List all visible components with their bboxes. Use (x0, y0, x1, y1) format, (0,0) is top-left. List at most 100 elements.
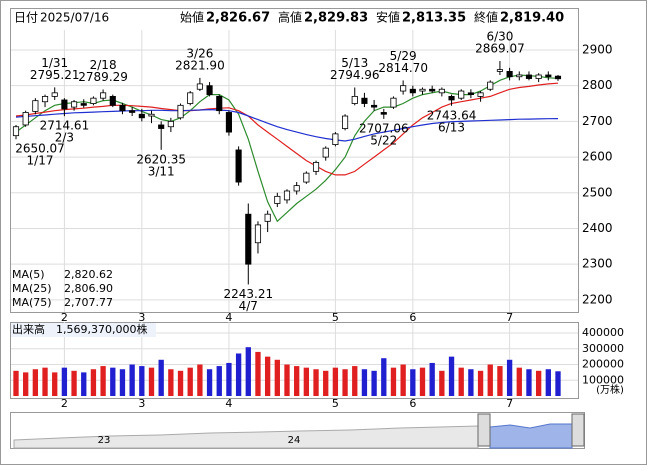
navigator-handle[interactable] (477, 413, 491, 447)
volume-title: 出来高 (12, 322, 45, 336)
header-text: 安値 (376, 10, 400, 25)
candle-body (41, 95, 49, 103)
header-text: 2025/07/16 (40, 11, 109, 25)
candle-body (177, 104, 184, 119)
volume-bar (390, 367, 397, 396)
candle-body (148, 113, 155, 117)
candle-body (303, 172, 310, 183)
candle-body (245, 213, 252, 265)
candle-body (448, 95, 455, 101)
annotation-date: 2/3 (55, 131, 74, 145)
candle-body (467, 92, 474, 96)
legend-value: 2,707.77 (64, 296, 113, 309)
navigator-year: 24 (288, 435, 301, 446)
annotation-price: 2794.96 (330, 68, 380, 82)
volume-bar (545, 369, 551, 396)
header-text: 2,826.67 (206, 11, 270, 26)
candle-body (196, 83, 203, 90)
legend-name: MA(5) (12, 268, 45, 281)
candle-body (332, 133, 339, 145)
volume-latest: 1,569,370,000株 (56, 322, 147, 336)
annotation-date: 4/7 (239, 299, 258, 313)
candle-body (477, 92, 484, 97)
volume-bar (110, 367, 116, 396)
candle-body (100, 92, 107, 99)
x-tick-label: 2 (61, 397, 68, 410)
volume-bar (23, 372, 29, 396)
navigator-handle[interactable] (571, 413, 585, 447)
candle-body (109, 95, 116, 106)
annotation-date: 3/26 (186, 46, 213, 60)
candle-body (216, 95, 223, 112)
candle-body (167, 120, 174, 128)
x-tick-label: 6 (409, 397, 416, 410)
x-tick-label: 2 (61, 311, 68, 324)
volume-bar (71, 370, 77, 396)
x-tick-label: 5 (332, 311, 339, 324)
candle-body (206, 85, 213, 96)
header-text: 始値 (180, 10, 204, 25)
annotation-date: 1/31 (41, 56, 68, 70)
volume-bar (226, 362, 232, 396)
header-text: 高値 (278, 10, 302, 25)
candle-body (187, 92, 194, 104)
candle-body (429, 88, 436, 92)
volume-bar (264, 356, 271, 396)
legend-name: MA(25) (12, 282, 52, 295)
x-tick-label: 3 (138, 397, 145, 410)
candle-body (264, 213, 271, 222)
y-tick-label: 2900 (582, 42, 613, 56)
navigator-year: 23 (98, 435, 111, 446)
volume-bar (477, 370, 484, 396)
volume-unit: (万株) (596, 383, 624, 396)
annotation-price: 2789.29 (78, 70, 128, 84)
candle-body (496, 69, 503, 72)
volume-label-bg (11, 323, 156, 337)
legend-value: 2,806.90 (64, 282, 113, 295)
annotation-price: 2714.61 (40, 119, 90, 133)
candle-body (525, 74, 533, 79)
candle-body (274, 195, 281, 204)
candle-body (32, 100, 39, 112)
volume-bar (497, 366, 503, 396)
candle-body (254, 224, 262, 244)
y-tick-label: 200000 (582, 358, 624, 371)
volume-bar (206, 369, 213, 396)
annotation-price: 2814.70 (378, 61, 428, 75)
candle-body (51, 92, 58, 97)
candle-body (80, 103, 87, 106)
candle-body (438, 88, 445, 94)
volume-bar (255, 351, 261, 396)
ma-line (15, 82, 559, 176)
annotation-price: 2821.90 (175, 58, 225, 72)
candle-body (487, 81, 494, 90)
volume-bar (245, 347, 251, 396)
volume-bar (129, 364, 135, 396)
volume-bar (168, 369, 174, 396)
volume-bar (119, 369, 126, 396)
annotation-date: 1/17 (27, 154, 54, 168)
candle-body (283, 190, 291, 201)
volume-bar (332, 367, 339, 396)
legend-value: 2,820.62 (64, 268, 113, 281)
y-tick-label: 2400 (582, 221, 613, 235)
annotation-date: 5/29 (390, 49, 417, 63)
volume-bar (342, 369, 348, 396)
annotation-price: 2707.06 (359, 121, 409, 135)
candle-body (516, 74, 523, 78)
volume-bar (419, 367, 426, 396)
volume-bar (32, 369, 39, 396)
candle-body (71, 101, 78, 108)
header-text: 終値 (474, 10, 498, 25)
candle-body (419, 88, 426, 92)
candle-body (535, 74, 542, 79)
x-tick-label: 3 (138, 311, 145, 324)
candle-body (12, 126, 20, 137)
volume-bar (381, 358, 387, 396)
candle-body (400, 85, 407, 92)
volume-bar (410, 369, 416, 396)
x-tick-label: 7 (506, 397, 513, 410)
volume-bar (197, 364, 203, 396)
candle-body (409, 88, 416, 94)
y-tick-label: 2700 (582, 114, 613, 128)
